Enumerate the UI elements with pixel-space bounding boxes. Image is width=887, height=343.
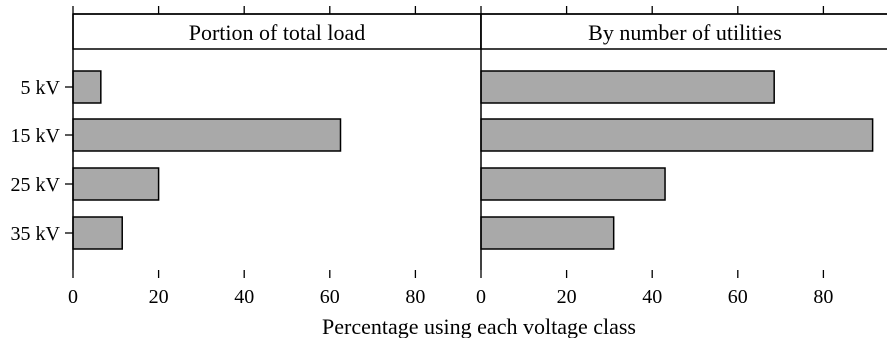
x-tick-label: 40 (642, 286, 662, 308)
y-tick-label: 15 kV (11, 125, 61, 147)
bar-35kv (72, 216, 123, 250)
bar-5kv (72, 70, 102, 104)
bar-25kv (72, 167, 160, 201)
x-tick-label: 0 (68, 286, 78, 308)
x-tick-label: 80 (813, 286, 833, 308)
bar-15kv (72, 118, 342, 152)
x-axis-title: Percentage using each voltage class (322, 314, 636, 338)
panel-title: By number of utilities (588, 20, 782, 45)
panel-1: Portion of total load 0 20 40 60 80 (68, 6, 482, 308)
panel-title-strip (72, 13, 482, 50)
x-tick-label: 60 (728, 286, 748, 308)
bar-25kv (480, 167, 666, 201)
y-tick-label: 5 kV (21, 77, 61, 99)
y-tick-label: 35 kV (11, 223, 61, 245)
panel-title-strip (480, 13, 887, 50)
x-tick-label: 60 (320, 286, 340, 308)
panel-2: By number of utilities 0 20 40 60 80 (476, 6, 887, 308)
bar-35kv (480, 216, 615, 250)
bar-15kv (480, 118, 874, 152)
y-tick-label: 25 kV (11, 174, 61, 196)
x-tick-label: 20 (557, 286, 577, 308)
x-tick-label: 20 (149, 286, 169, 308)
x-tick-label: 80 (405, 286, 425, 308)
panel-title: Portion of total load (189, 20, 366, 45)
x-tick-label: 0 (476, 286, 486, 308)
x-tick-label: 40 (234, 286, 254, 308)
bar-5kv (480, 70, 775, 104)
